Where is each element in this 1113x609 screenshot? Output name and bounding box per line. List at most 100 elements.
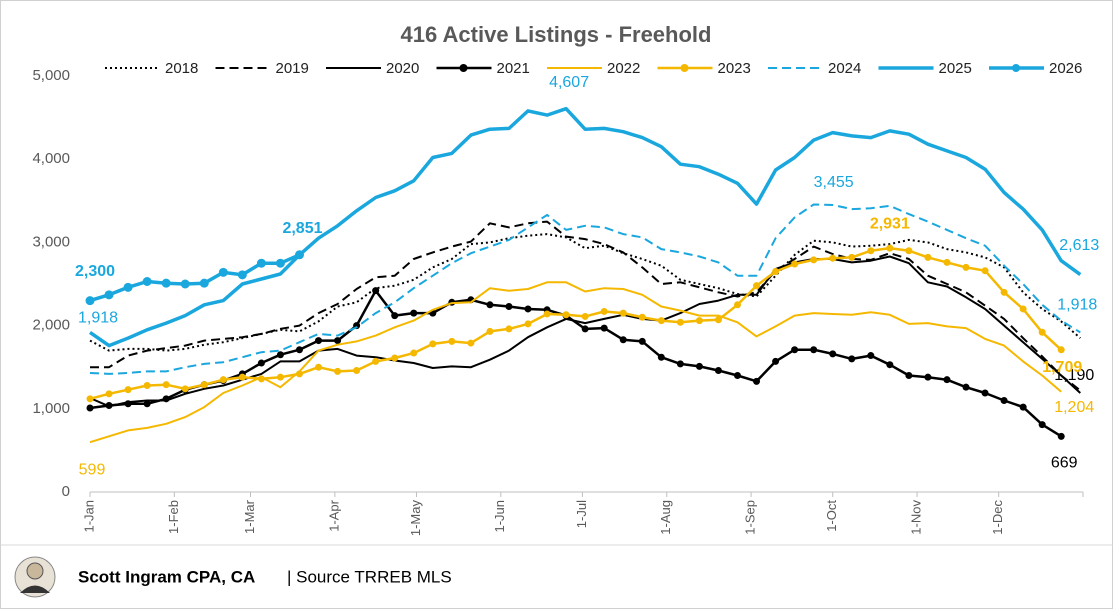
series-marker (791, 346, 799, 354)
series-marker (105, 390, 113, 398)
series-marker (848, 355, 856, 363)
series-marker (943, 376, 951, 384)
legend-label: 2025 (939, 60, 972, 77)
series-marker (181, 385, 189, 393)
series-marker (353, 367, 361, 375)
series-marker (315, 363, 323, 371)
series-marker (600, 307, 608, 315)
series-marker (372, 357, 380, 365)
series-marker (295, 370, 303, 378)
series-marker (123, 282, 133, 292)
series-marker (143, 382, 151, 390)
series-marker (638, 337, 646, 345)
y-tick-label: 1,000 (32, 400, 70, 417)
series-marker (1019, 403, 1027, 411)
x-tick-label: 1-May (408, 500, 423, 537)
series-marker (218, 267, 228, 277)
series-marker (886, 244, 894, 252)
data-label: 1,204 (1054, 399, 1094, 416)
series-marker (237, 270, 247, 280)
series-marker (619, 309, 627, 317)
series-marker (142, 277, 152, 287)
series-line (89, 203, 1081, 375)
y-tick-label: 0 (62, 483, 70, 500)
series-marker (257, 375, 265, 383)
footer-source: | Source TRREB MLS (287, 567, 452, 586)
series-marker (905, 372, 913, 380)
y-tick-label: 2,000 (32, 317, 70, 334)
series-line (89, 246, 1063, 401)
series-marker (448, 337, 456, 345)
legend-label: 2018 (165, 60, 198, 77)
series-marker (829, 350, 837, 358)
series-marker (695, 362, 703, 370)
series-marker (657, 317, 665, 325)
series-marker (791, 260, 799, 268)
series-marker (886, 361, 894, 369)
series-marker (86, 404, 94, 412)
series-marker (619, 336, 627, 344)
data-label: 2,300 (75, 263, 115, 280)
series-marker (238, 373, 246, 381)
series-marker (275, 258, 285, 268)
series-marker (505, 302, 513, 310)
data-label: 669 (1051, 455, 1078, 472)
series-marker (848, 253, 856, 261)
data-label: 1,709 (1042, 359, 1082, 376)
series-marker (334, 367, 342, 375)
series-marker (562, 311, 570, 319)
series-marker (714, 316, 722, 324)
series-marker (143, 400, 151, 408)
series-marker (981, 267, 989, 275)
x-tick-label: 1-Apr (326, 499, 341, 531)
series-marker (924, 253, 932, 261)
data-label: 2,931 (870, 215, 910, 232)
series-marker (410, 309, 418, 317)
avatar (14, 556, 56, 598)
series-marker (124, 386, 132, 394)
data-label: 1,918 (78, 310, 118, 327)
x-tick-label: 1-Feb (166, 500, 181, 534)
x-tick-label: 1-Oct (824, 500, 839, 532)
series-marker (162, 395, 170, 403)
series-marker (219, 376, 227, 384)
series-marker (943, 258, 951, 266)
y-tick-label: 4,000 (32, 150, 70, 167)
series-marker (1057, 432, 1065, 440)
series-marker (391, 354, 399, 362)
series-marker (199, 278, 209, 288)
series-marker (276, 351, 284, 359)
series-marker (524, 320, 532, 328)
legend-label: 2024 (828, 60, 861, 77)
y-tick-label: 3,000 (32, 233, 70, 250)
x-tick-label: 1-Mar (242, 499, 257, 534)
series-marker (86, 395, 94, 403)
series-marker (867, 247, 875, 255)
series-marker (1000, 396, 1008, 404)
series-marker (543, 310, 551, 318)
series-marker (1038, 421, 1046, 429)
series-marker (1019, 305, 1027, 313)
series-marker (638, 313, 646, 321)
series-marker (276, 373, 284, 381)
series-marker (391, 312, 399, 320)
x-tick-label: 1-Nov (908, 500, 923, 535)
chart-title: 416 Active Listings - Freehold (401, 22, 712, 47)
legend-label: 2020 (386, 60, 419, 77)
data-label: 1,918 (1057, 297, 1097, 314)
series-marker (962, 383, 970, 391)
x-tick-label: 1-Jul (574, 500, 589, 528)
series-line (89, 281, 1062, 444)
x-tick-label: 1-Sep (743, 500, 758, 535)
series-marker (486, 327, 494, 335)
series-marker (924, 373, 932, 381)
series-marker (962, 263, 970, 271)
series-marker (676, 360, 684, 368)
series-line (89, 289, 1062, 438)
series-marker (905, 247, 913, 255)
series-marker (695, 317, 703, 325)
series-marker (257, 359, 265, 367)
series-marker (772, 357, 780, 365)
data-label: 3,455 (814, 174, 854, 191)
legend-label: 2019 (276, 60, 309, 77)
